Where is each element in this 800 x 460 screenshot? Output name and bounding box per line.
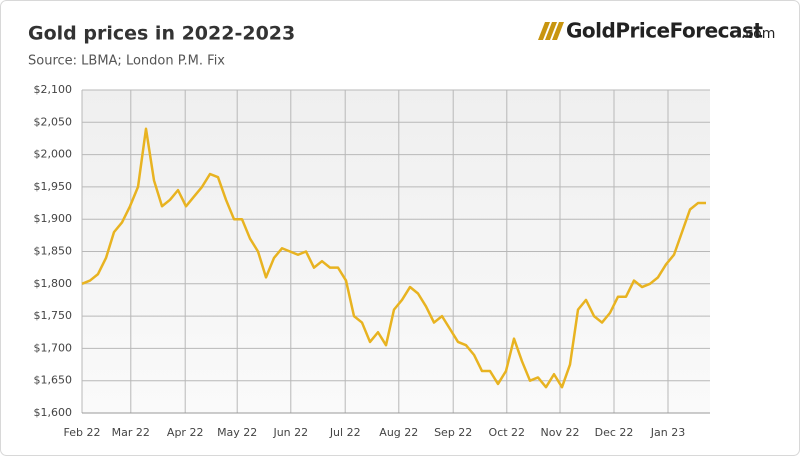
y-tick-label: $2,100 [34, 83, 73, 96]
chart-title: Gold prices in 2022-2023 [28, 23, 295, 45]
x-tick-label: Oct 22 [489, 426, 526, 439]
x-tick-label: Jul 22 [329, 426, 361, 439]
x-tick-label: Jan 23 [650, 426, 685, 439]
y-tick-label: $1,900 [34, 212, 73, 225]
logo-name: GoldPriceForecast [566, 19, 763, 43]
x-tick-label: Feb 22 [64, 426, 101, 439]
x-tick-label: Aug 22 [379, 426, 418, 439]
y-tick-label: $1,650 [34, 374, 73, 387]
y-tick-label: $1,800 [34, 277, 73, 290]
x-tick-label: Apr 22 [167, 426, 204, 439]
price-line [81, 127, 706, 389]
x-tick-label: May 22 [217, 426, 257, 439]
y-tick-label: $1,950 [34, 180, 73, 193]
x-tick-label: Jun 22 [272, 426, 308, 439]
x-tick-label: Sep 22 [434, 426, 472, 439]
y-tick-label: $1,700 [34, 341, 73, 354]
x-tick-label: Dec 22 [595, 426, 634, 439]
logo-mark [538, 22, 564, 40]
y-tick-label: $2,000 [34, 148, 73, 161]
y-tick-label: $1,600 [34, 406, 73, 419]
x-tick-label: Nov 22 [541, 426, 580, 439]
y-tick-label: $1,850 [34, 245, 73, 258]
chart-subtitle: Source: LBMA; London P.M. Fix [28, 54, 225, 69]
logo-suffix: .com [741, 26, 775, 42]
y-tick-label: $1,750 [34, 309, 73, 322]
x-tick-label: Mar 22 [112, 426, 150, 439]
y-tick-label: $2,050 [34, 115, 73, 128]
